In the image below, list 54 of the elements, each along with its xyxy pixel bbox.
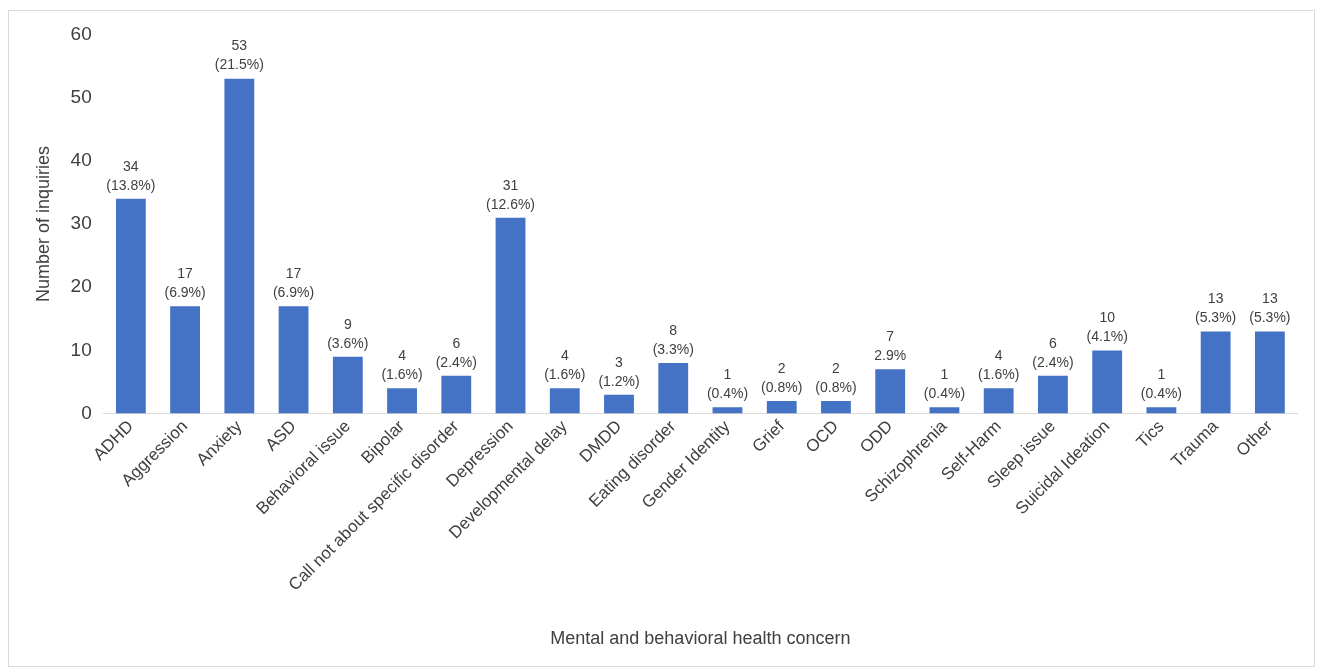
bar [170, 306, 201, 414]
data-label: 17 (6.9%) [164, 265, 206, 301]
data-label: 13 (5.3%) [1249, 290, 1291, 326]
bar [278, 306, 309, 414]
bar [983, 388, 1014, 414]
data-label: 2 (0.8%) [761, 359, 803, 395]
bar [1038, 375, 1068, 414]
data-label: 34 (13.8%) [106, 157, 156, 193]
data-label: 4 (1.6%) [978, 347, 1020, 383]
y-tick-label: 0 [81, 401, 92, 423]
data-label: 6 (2.4%) [1032, 334, 1074, 370]
bar [1146, 407, 1177, 414]
bar [332, 356, 363, 414]
data-label: 10 (4.1%) [1086, 309, 1128, 345]
bar [441, 375, 472, 414]
bar [495, 217, 526, 414]
data-label: 9 (3.6%) [327, 315, 369, 351]
bar [875, 369, 906, 414]
y-tick-label: 20 [70, 275, 92, 297]
bar [1200, 331, 1231, 414]
bar [658, 363, 689, 414]
bar [549, 388, 580, 414]
y-tick-label: 10 [70, 338, 92, 360]
data-label: 7 2.9% [874, 328, 907, 364]
data-label: 3 (1.2%) [598, 353, 640, 389]
bar [929, 407, 960, 414]
bar [604, 394, 634, 414]
data-label: 8 (3.3%) [652, 321, 694, 357]
bar [115, 198, 146, 414]
data-label: 1 (0.4%) [706, 366, 749, 402]
data-label: 31 (12.6%) [486, 176, 536, 212]
y-tick-label: 30 [70, 212, 92, 234]
data-label: 17 (6.9%) [272, 265, 315, 301]
bar [821, 400, 851, 414]
y-tick-label: 40 [70, 149, 92, 171]
bar [1254, 331, 1285, 414]
data-label: 13 (5.3%) [1195, 290, 1237, 326]
bar [1092, 350, 1123, 414]
bar [224, 78, 255, 414]
x-tick-label: Tics [1132, 416, 1168, 452]
data-label: 1 (0.4%) [1140, 366, 1183, 402]
bar [387, 388, 417, 414]
data-label: 6 (2.4%) [435, 334, 477, 370]
data-label: 2 (0.8%) [815, 359, 857, 395]
data-label: 4 (1.6%) [544, 347, 586, 383]
y-axis-title: Number of inquiries [32, 145, 53, 303]
bar [712, 407, 743, 414]
data-label: 53 (21.5%) [214, 37, 264, 73]
bar [766, 400, 797, 414]
y-tick-label: 60 [70, 22, 92, 44]
y-tick-label: 50 [70, 85, 92, 107]
data-label: 1 (0.4%) [923, 366, 966, 402]
data-label: 4 (1.6%) [381, 347, 423, 383]
x-axis-title: Mental and behavioral health concern [550, 628, 851, 649]
